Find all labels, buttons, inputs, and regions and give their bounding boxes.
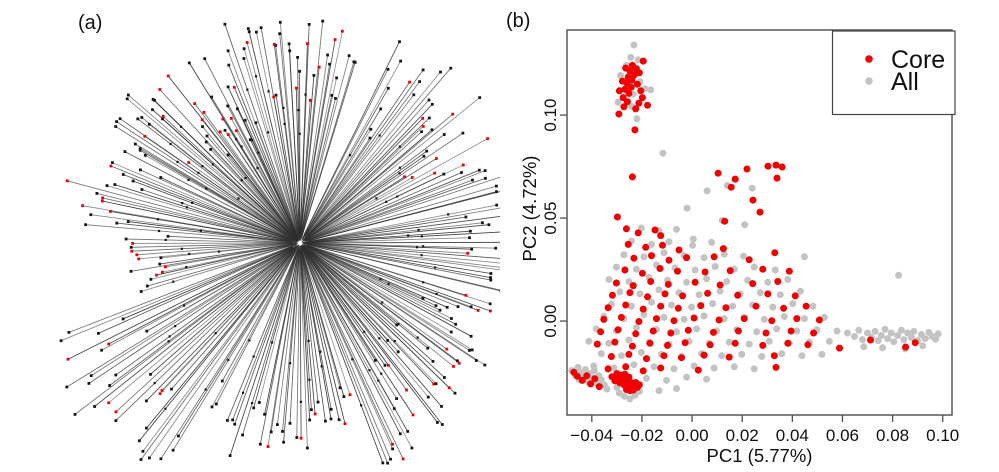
tree-tips [59, 19, 500, 465]
y-tick-label: 0.10 [541, 99, 560, 132]
panel-a: (a) [59, 12, 500, 465]
legend-marker-all [865, 77, 873, 85]
y-axis-title: PC2 (4.72%) [519, 156, 540, 262]
x-tick-label: 0.00 [676, 426, 709, 445]
phylogenetic-tree-plot [59, 19, 500, 465]
x-tick-label: −0.02 [620, 426, 663, 445]
legend-label-all: All [891, 68, 919, 96]
y-tick-label: 0.05 [541, 202, 560, 235]
legend-marker-core [865, 55, 873, 63]
pca-scatter-plot: −0.04 −0.02 0.00 0.02 0.04 0.06 0.08 0.10 0.00 0.… [519, 29, 959, 466]
x-tick-label: 0.02 [726, 426, 759, 445]
tree-branches [60, 21, 500, 464]
y-tick-label: 0.00 [541, 305, 560, 338]
x-tick-label: −0.04 [570, 426, 613, 445]
panel-b-label: (b) [506, 10, 531, 32]
series-core [570, 57, 919, 395]
plot-frame [566, 29, 953, 416]
x-tick-label: 0.04 [776, 426, 809, 445]
axes: −0.04 −0.02 0.00 0.02 0.04 0.06 0.08 0.10 0.00 0.… [519, 99, 959, 466]
x-axis-title: PC1 (5.77%) [707, 445, 813, 466]
legend-label-core: Core [891, 46, 945, 74]
legend-box [831, 30, 956, 116]
x-tick-label: 0.06 [826, 426, 859, 445]
x-tick-label: 0.10 [926, 426, 959, 445]
panel-b: (b) −0.04 −0.02 0.00 0.02 0.04 0.06 0.08 0.10 0.… [500, 0, 999, 472]
panel-a-label: (a) [78, 12, 103, 34]
x-tick-label: 0.08 [876, 426, 909, 445]
